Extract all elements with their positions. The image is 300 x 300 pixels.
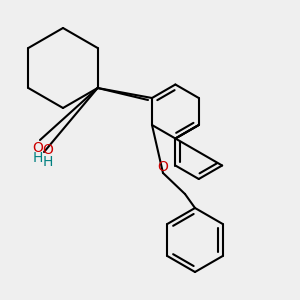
Text: O: O [43,143,53,157]
Text: H: H [43,155,53,169]
Text: O: O [158,160,168,174]
Text: H: H [33,151,43,165]
Text: O: O [33,141,44,155]
